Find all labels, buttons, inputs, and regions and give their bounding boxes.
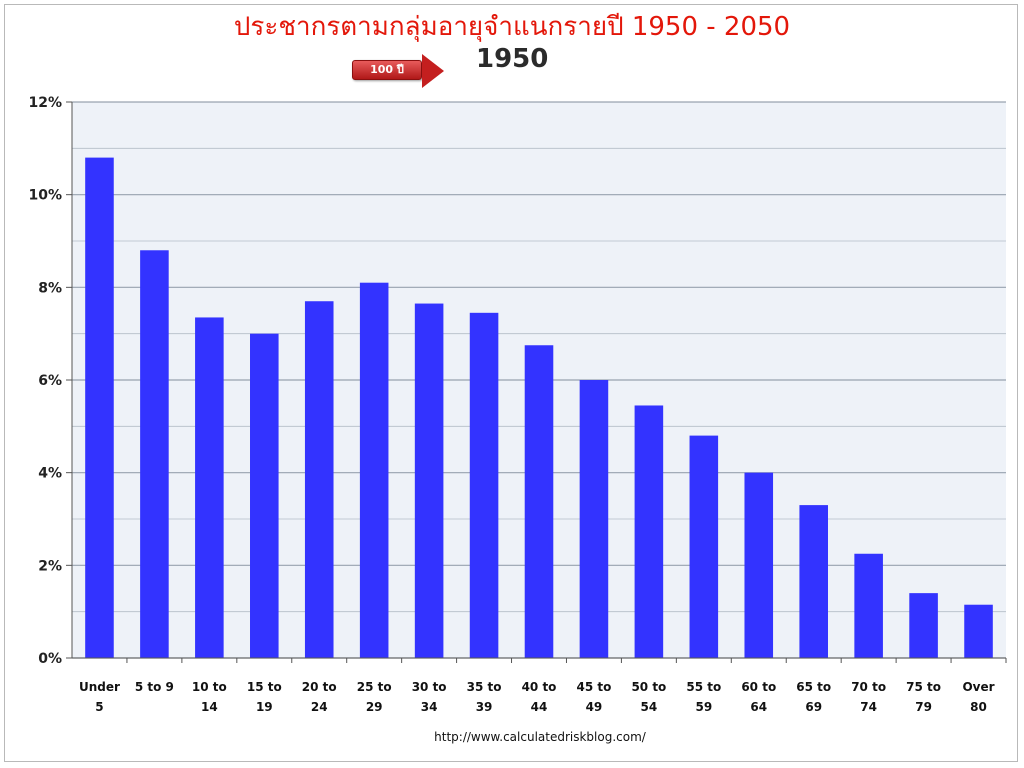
bar <box>634 405 664 658</box>
x-tick-label: 59 <box>695 700 712 714</box>
x-tick-label: 49 <box>586 700 603 714</box>
slide-frame <box>4 4 1018 762</box>
x-tick-label: 80 <box>970 700 987 714</box>
x-tick-label: 30 to <box>412 680 447 694</box>
x-tick-label: 20 to <box>302 680 337 694</box>
x-tick-label: 29 <box>366 700 383 714</box>
bar <box>854 553 883 658</box>
chart-title: ประชากรตามกลุ่มอายุจำแนกรายปี 1950 - 205… <box>233 12 791 42</box>
x-tick-label: 35 to <box>467 680 502 694</box>
bar <box>689 435 719 658</box>
y-tick-label: 6% <box>38 373 62 389</box>
x-tick-label: 40 to <box>522 680 557 694</box>
x-tick-label: 45 to <box>577 680 612 694</box>
x-tick-label: 60 to <box>741 680 776 694</box>
source-url: http://www.calculatedriskblog.com/ <box>434 730 646 744</box>
step-100-years-button[interactable]: 100 ปี <box>352 56 422 82</box>
bar <box>250 333 279 658</box>
y-tick-label: 8% <box>38 280 62 296</box>
y-tick-label: 12% <box>28 95 62 111</box>
current-year-label: 1950 <box>476 44 549 74</box>
x-tick-label: 79 <box>915 700 932 714</box>
x-tick-label: 55 to <box>686 680 721 694</box>
x-tick-label: 64 <box>750 700 767 714</box>
x-tick-label: 65 to <box>796 680 831 694</box>
x-tick-label: 5 to 9 <box>135 680 174 694</box>
x-tick-label: 24 <box>311 700 328 714</box>
bar <box>414 303 444 658</box>
x-tick-label: 70 to <box>851 680 886 694</box>
step-button-label: 100 ปี <box>352 60 422 80</box>
x-tick-label: 75 to <box>906 680 941 694</box>
x-tick-label: 69 <box>805 700 822 714</box>
x-tick-label: 44 <box>531 700 548 714</box>
bar <box>85 157 114 658</box>
x-tick-label: Over <box>962 680 994 694</box>
bar <box>359 282 389 658</box>
bar <box>304 301 334 658</box>
bar <box>469 312 499 658</box>
x-tick-label: 39 <box>476 700 493 714</box>
y-tick-label: 4% <box>38 466 62 482</box>
x-tick-label: Under <box>79 680 120 694</box>
x-tick-label: 19 <box>256 700 273 714</box>
x-tick-label: 74 <box>860 700 877 714</box>
y-tick-label: 2% <box>38 558 62 574</box>
y-tick-label: 0% <box>38 651 62 667</box>
x-tick-label: 54 <box>641 700 658 714</box>
bar <box>579 380 609 658</box>
y-tick-label: 10% <box>28 188 62 204</box>
x-tick-label: 5 <box>95 700 103 714</box>
x-tick-label: 34 <box>421 700 438 714</box>
bar <box>909 593 938 658</box>
x-tick-label: 15 to <box>247 680 282 694</box>
x-tick-label: 10 to <box>192 680 227 694</box>
arrow-right-icon[interactable] <box>422 54 444 88</box>
x-tick-label: 25 to <box>357 680 392 694</box>
bar <box>964 604 993 658</box>
bar <box>195 317 224 658</box>
x-tick-label: 50 to <box>631 680 666 694</box>
bar <box>744 472 774 658</box>
x-tick-label: 14 <box>201 700 218 714</box>
bar <box>140 250 169 658</box>
bar <box>799 505 828 658</box>
bar <box>524 345 554 658</box>
